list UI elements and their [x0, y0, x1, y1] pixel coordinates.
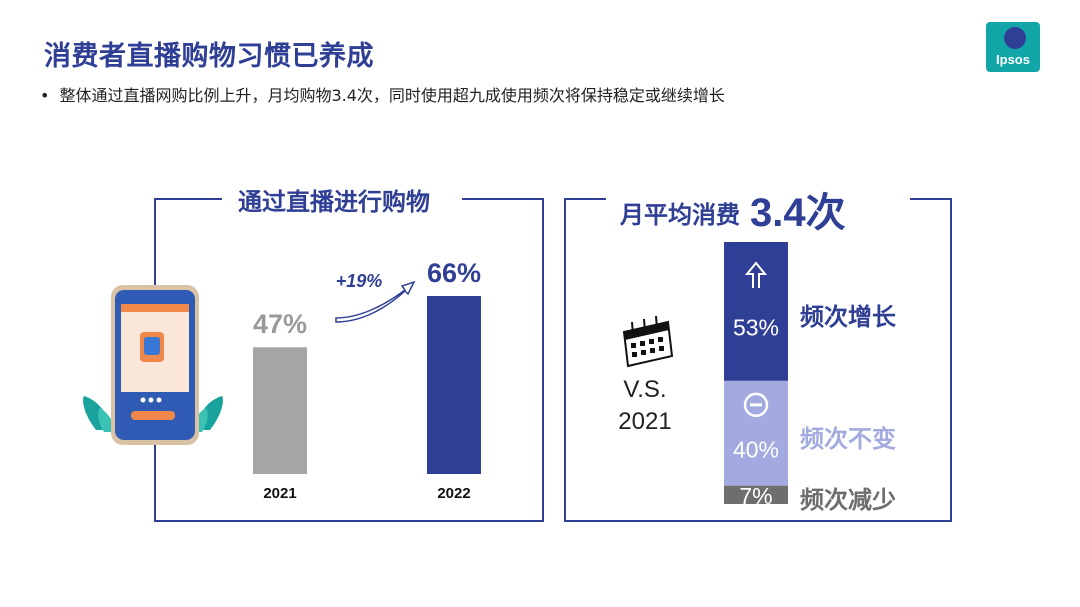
phone-illustration-icon [83, 285, 223, 445]
unchanged-minus-icon [743, 392, 769, 418]
bar-chart-2021-2022: 47% 2021 66% 2022 [253, 258, 481, 502]
segment-category-label-2: 频次减少 [800, 485, 896, 514]
left-panel-title: 通过直播进行购物 [238, 188, 430, 216]
right-panel-frame [564, 198, 952, 522]
page-title: 消费者直播购物习惯已养成 [44, 41, 374, 72]
growth-label: +19% [336, 271, 383, 291]
bullet-icon: • [40, 86, 50, 105]
bar-2022 [427, 296, 481, 474]
segment-category-label-1: 频次不变 [800, 425, 896, 454]
monthly-average-value: 3.4次 [750, 191, 846, 235]
growth-arrow-icon [335, 280, 416, 323]
vs-label: V.S. 2021 [604, 374, 686, 438]
segment-1 [724, 380, 788, 486]
segment-data-label-2: 7% [739, 483, 772, 509]
vs-year: 2021 [618, 408, 672, 435]
bar-data-label-2022: 66% [427, 258, 481, 288]
bar-category-label-2021: 2021 [263, 485, 296, 502]
segment-2 [724, 485, 788, 504]
logo-mark-icon [1004, 27, 1026, 49]
increase-arrow-icon [744, 261, 768, 288]
right-panel-title: 月平均消费 3.4次 [620, 180, 846, 238]
bar-category-label-2022: 2022 [437, 485, 470, 502]
segment-0 [724, 242, 788, 381]
page-subtitle: • 整体通过直播网购比例上升，月均购物3.4次，同时使用超九成使用频次将保持稳定或… [40, 82, 725, 106]
right-panel-title-text: 月平均消费 [620, 201, 740, 229]
logo-text: Ipsos [996, 52, 1030, 67]
subtitle-text: 整体通过直播网购比例上升，月均购物3.4次，同时使用超九成使用频次将保持稳定或继… [59, 86, 725, 105]
bar-data-label-2021: 47% [253, 309, 307, 339]
bar-2021 [253, 347, 307, 474]
ipsos-logo: Ipsos [986, 22, 1040, 72]
segment-category-label-0: 频次增长 [800, 303, 896, 332]
segment-data-label-1: 40% [733, 436, 779, 462]
calendar-icon [622, 315, 674, 368]
segment-data-label-0: 53% [733, 314, 779, 340]
vs-text: V.S. [623, 376, 667, 403]
stacked-frequency-chart: 53% 40% 7% [724, 242, 788, 509]
